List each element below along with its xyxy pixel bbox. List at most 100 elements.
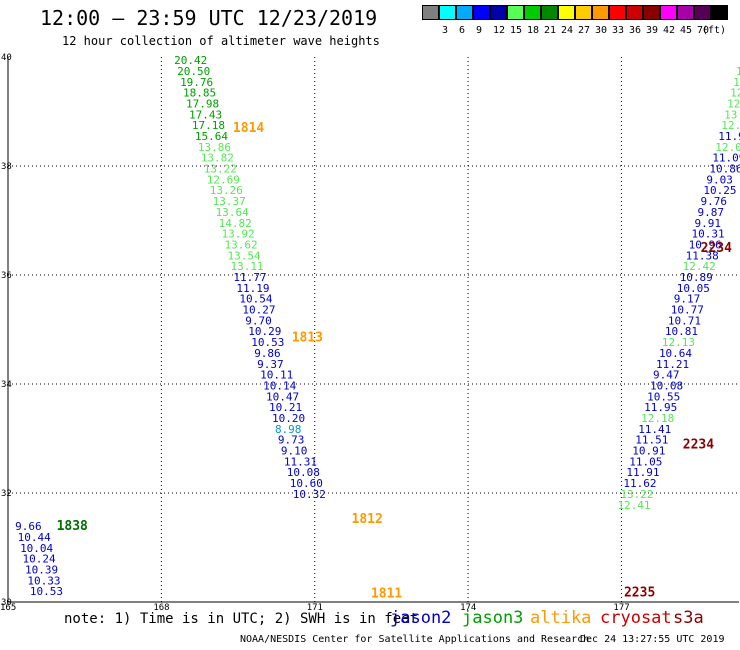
wave-height-value: 10.53 [30, 585, 63, 598]
legend-label: 39 [646, 25, 659, 36]
pass-time-label: 2235 [624, 586, 655, 601]
wave-height-value: 11.91 [626, 466, 659, 479]
wave-height-value: 10.31 [692, 228, 725, 241]
legend-swatch [456, 5, 473, 20]
wave-height-value: 13.26 [210, 184, 243, 197]
legend-label: 3 [442, 25, 449, 36]
lon-tick-label: 177 [613, 603, 629, 613]
wave-height-value: 10.39 [25, 563, 58, 576]
legend-swatch [473, 5, 490, 20]
wave-height-value: 12.77 [727, 97, 740, 110]
chart-subtitle: 12 hour collection of altimeter wave hei… [62, 34, 380, 48]
wave-height-value: 13.22 [620, 488, 653, 501]
legend-swatch [660, 5, 677, 20]
satellite-altika: altika [530, 608, 592, 628]
wave-height-value: 10.53 [251, 336, 284, 349]
wave-height-value: 10.04 [20, 542, 53, 555]
wave-height-value: 13.54 [228, 249, 261, 262]
legend-swatch [524, 5, 541, 20]
legend-label: 18 [527, 25, 540, 36]
lon-tick-label: 171 [307, 603, 323, 613]
legend-swatch [490, 5, 507, 20]
wave-height-value: 9.37 [257, 358, 284, 371]
legend-swatch [507, 5, 524, 20]
wave-height-value: 9.10 [281, 445, 308, 458]
legend-label: 70 [697, 25, 710, 36]
wave-height-value: 9.76 [700, 195, 727, 208]
pass-time-label: 1838 [57, 519, 88, 534]
legend-label: 9 [476, 25, 483, 36]
wave-height-value: 12.42 [683, 260, 716, 273]
legend-label: 12 [493, 25, 506, 36]
legend-label: 45 [680, 25, 693, 36]
wave-height-value: 10.44 [18, 531, 51, 544]
wave-height-value: 12.18 [641, 412, 674, 425]
lat-tick-label: 36 [1, 271, 12, 281]
wave-height-value: 10.08 [650, 379, 683, 392]
lat-tick-label: 30 [1, 598, 12, 608]
wave-height-value: 9.66 [15, 520, 42, 533]
wave-height-value: 11.41 [638, 423, 671, 436]
wave-height-value: 17.43 [189, 108, 222, 121]
wave-height-value: 12.01 [715, 141, 740, 154]
wave-height-value: 13.82 [201, 152, 234, 165]
wave-height-value: 11.77 [233, 271, 266, 284]
wave-height-value: 9.17 [674, 293, 701, 306]
wave-height-value: 10.96 [689, 238, 722, 251]
wave-height-value: 12.20 [721, 119, 740, 132]
legend-label: 36 [629, 25, 642, 36]
wave-height-value: 13.50 [724, 108, 740, 121]
wave-height-value: 10.32 [293, 488, 326, 501]
wave-height-value: 9.86 [254, 347, 281, 360]
wave-height-value: 9.70 [245, 314, 271, 327]
wave-height-value: 13.92 [222, 228, 255, 241]
lon-tick-label: 174 [460, 603, 476, 613]
wave-height-value: 11.62 [623, 477, 656, 490]
wave-height-value: 14.82 [219, 217, 252, 230]
legend-swatch [626, 5, 643, 20]
wave-height-value: 12.13 [662, 336, 695, 349]
legend-label: 21 [544, 25, 557, 36]
wave-height-value: 10.14 [263, 379, 296, 392]
wave-height-value: 10.86 [709, 163, 740, 176]
wave-height-value: 11.51 [635, 434, 668, 447]
legend-label: 33 [612, 25, 625, 36]
legend-swatch [558, 5, 575, 20]
wave-height-value: 20.50 [177, 65, 210, 78]
wave-height-value: 10.08 [287, 466, 320, 479]
wave-height-value: 13.11 [230, 260, 263, 273]
footer-note: note: 1) Time is in UTC; 2) SWH is in fe… [64, 611, 419, 627]
pass-time-label: 1814 [233, 121, 264, 136]
legend-label: 30 [595, 25, 608, 36]
wave-height-value: 11.21 [656, 358, 689, 371]
legend-unit: (ft) [702, 25, 727, 36]
lat-tick-label: 40 [1, 53, 12, 63]
legend-label: 6 [459, 25, 466, 36]
wave-height-value: 10.25 [703, 184, 736, 197]
satellite-jason3: jason3 [462, 608, 524, 628]
wave-height-value: 17.98 [186, 97, 219, 110]
lon-tick-label: 168 [153, 603, 169, 613]
wave-height-value: 11.05 [629, 455, 662, 468]
wave-height-value: 10.24 [23, 553, 56, 566]
wave-height-value: 12.41 [617, 499, 650, 512]
legend-swatch [694, 5, 711, 20]
wave-height-value: 13.86 [198, 141, 231, 154]
lon-tick-label: 165 [0, 603, 16, 613]
wave-height-value: 13.22 [204, 163, 237, 176]
wave-height-value: 12.7 [730, 87, 740, 100]
wave-height-value: 10.60 [290, 477, 323, 490]
generation-timestamp: Dec 24 13:27:55 UTC 2019 [580, 634, 725, 645]
wave-height-value: 10.21 [269, 401, 302, 414]
wave-height-value: 11.09 [712, 152, 740, 165]
wave-height-value: 19.76 [180, 76, 213, 89]
wave-height-value: 18.85 [183, 87, 216, 100]
wave-height-value: 15.64 [195, 130, 228, 143]
wave-height-value: 10.27 [242, 304, 275, 317]
pass-time-label: 1813 [292, 330, 323, 345]
wave-height-value: 10.20 [272, 412, 305, 425]
pass-time-label: 1812 [352, 512, 383, 527]
legend-label: 42 [663, 25, 676, 36]
legend-label: 15 [510, 25, 523, 36]
wave-height-value: 12.4 [733, 76, 740, 89]
